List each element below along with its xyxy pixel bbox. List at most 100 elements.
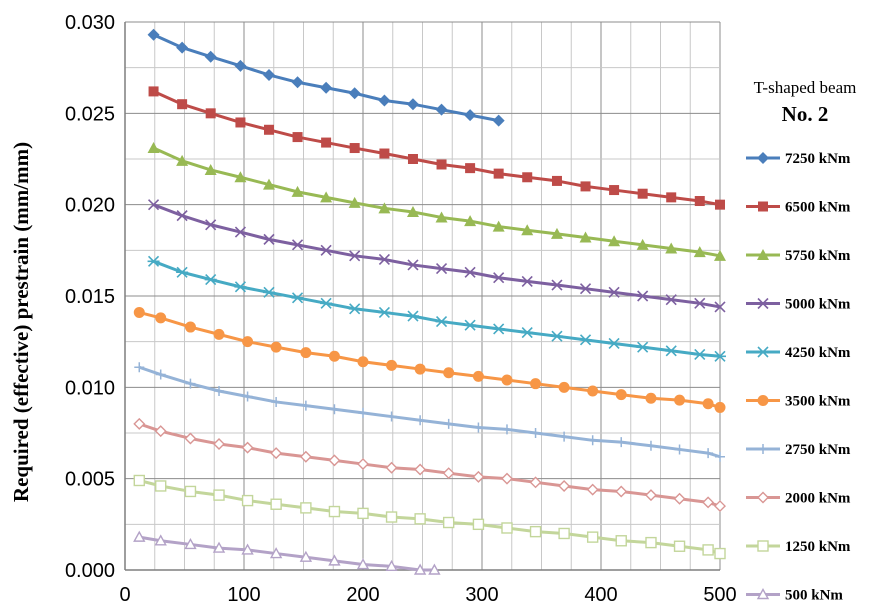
data-point [530,428,541,438]
data-point [714,547,726,560]
data-point [435,211,448,223]
y-tick-label: 0.030 [65,12,115,34]
data-point [703,448,714,459]
legend-label: 1250 kNm [785,539,851,555]
data-point [155,369,166,380]
legend-subtitle: No. 2 [782,102,829,126]
data-point [241,441,254,454]
data-point [328,554,341,566]
x-tick-label: 0 [119,584,130,606]
legend-marker [756,588,770,600]
data-point [644,489,657,502]
data-point [665,242,678,254]
legend-item: 5750 kNm [746,248,851,264]
data-point [587,435,598,446]
data-point [385,559,398,572]
data-point [407,259,419,271]
x-tick-label: 200 [346,584,379,606]
data-point [263,124,274,135]
data-point [357,458,369,471]
data-point [358,407,368,418]
y-axis-label: Required (effective) prestrain (mm/mm) [9,142,33,502]
data-point [291,239,304,251]
data-point [673,492,686,505]
legend-marker [757,491,769,504]
data-point [241,494,254,507]
data-point [406,98,419,111]
data-point [356,558,370,570]
data-point [465,163,476,174]
legend-marker [758,201,768,212]
data-point [176,266,189,278]
data-point [234,226,246,238]
data-point [609,185,620,196]
data-point [270,498,282,510]
legend-item: 7250 kNm [746,151,851,167]
data-point [579,334,592,346]
y-tick-label: 0.005 [65,469,115,491]
data-point [702,544,714,556]
data-point [406,310,419,322]
data-point [694,297,706,309]
data-point [550,330,563,342]
data-point [155,312,167,324]
legend-item: 500 kNm [746,588,843,604]
data-point [464,109,477,122]
data-point [291,185,304,197]
y-tick-label: 0.025 [65,103,115,125]
data-point [714,249,726,261]
data-point [521,275,533,287]
data-point [550,227,563,239]
data-point [616,437,627,448]
legend-title: T-shaped beam [754,78,857,97]
data-point [414,463,427,476]
data-point [386,359,398,371]
data-point [587,385,599,397]
data-point [147,28,160,41]
data-point [176,154,189,166]
data-point [134,362,145,373]
data-point [529,476,542,489]
data-point [715,451,725,462]
data-point [147,199,160,211]
data-point [270,341,282,353]
data-point [242,391,253,402]
data-point [473,422,484,433]
legend-item: 2000 kNm [746,491,851,507]
series-4250-kNm [147,255,726,362]
data-point [615,389,627,401]
data-point [321,137,332,148]
data-point [674,394,686,406]
legend-label: 4250 kNm [785,345,851,361]
data-point [299,550,313,562]
data-point [608,337,621,350]
legend-marker [757,297,769,310]
data-point [559,431,570,442]
data-point [436,159,447,170]
data-point [205,219,217,231]
data-point [472,518,485,531]
data-point [213,328,225,340]
data-point [234,59,247,72]
data-point [442,467,455,480]
data-point [320,297,333,309]
data-point [299,450,312,463]
data-point [300,502,312,514]
data-point [348,303,361,315]
legend-item: 1250 kNm [746,539,851,555]
data-point [147,255,160,267]
data-point [702,398,714,410]
legend-label: 2000 kNm [785,491,851,507]
legend-marker [757,540,769,552]
data-point [185,378,196,389]
legend-marker [757,152,769,164]
data-point [385,511,398,523]
data-point [529,525,542,538]
data-point [492,220,505,232]
data-point [714,401,726,413]
series-line [153,203,721,309]
plot-area [133,28,726,575]
data-point [328,454,341,467]
data-point [378,253,390,266]
data-point [357,356,369,368]
